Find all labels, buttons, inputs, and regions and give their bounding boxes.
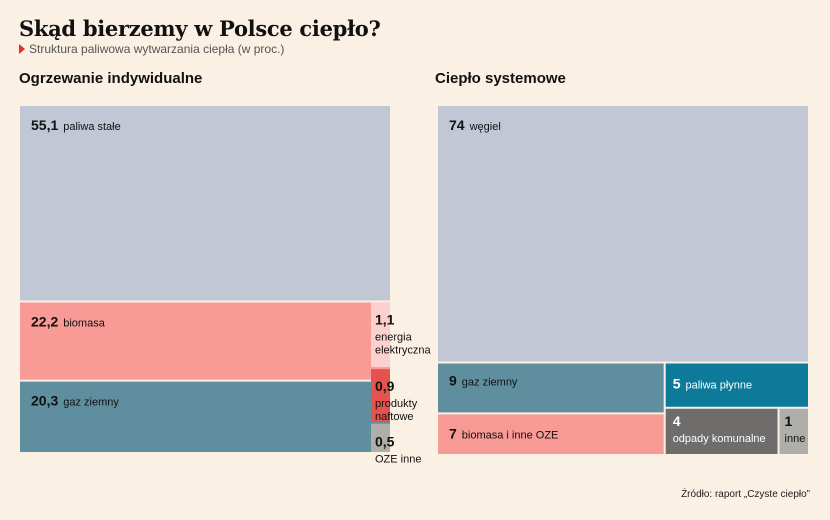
ind-label-biomasa: biomasa [63, 317, 105, 329]
sys-rect-paliwa-plynne [665, 363, 808, 407]
subtitle-text: Struktura paliwowa wytwarzania ciepła (w… [29, 42, 285, 56]
ind-text-gaz-ziemny: 20,3 gaz ziemny [31, 393, 119, 409]
sys-rect-gaz-ziemny [438, 363, 664, 413]
ind-value-produkty-naftowe: 0,9 [375, 378, 395, 394]
ind-value-biomasa: 22,2 [31, 313, 58, 329]
sys-cell-paliwa-plynne: 5 paliwa płynne [665, 363, 808, 407]
sys-text-biomasa-i-inne-oze: 7 biomasa i inne OZE [449, 425, 558, 441]
sys-value-inne: 1 [785, 413, 793, 429]
sys-label-wegiel: węgiel [469, 121, 501, 133]
sys-rect-inne [779, 408, 808, 454]
sys-label-biomasa-i-inne-oze: biomasa i inne OZE [462, 429, 559, 441]
ind-cell-paliwa-stale: 55,1 paliwa stałe [20, 106, 390, 301]
sys-cell-gaz-ziemny: 9 gaz ziemny [438, 363, 664, 413]
ind-cell-gaz-ziemny: 20,3 gaz ziemny [20, 381, 390, 452]
ind-label-energia-elektryczna-1: elektryczna [375, 344, 432, 356]
sys-label-paliwa-plynne: paliwa płynne [685, 380, 752, 392]
ind-label-gaz-ziemny: gaz ziemny [63, 397, 119, 409]
ind-value-oze-inne: 0,5 [375, 434, 395, 450]
ind-cell-oze-inne: 0,5 OZE inne [371, 423, 421, 466]
ind-label-paliwa-stale: paliwa stałe [63, 121, 120, 133]
sys-cell-biomasa-i-inne-oze: 7 biomasa i inne OZE [438, 414, 664, 454]
ind-label-produkty-naftowe-1: naftowe [375, 411, 414, 423]
panel-title-district: Ciepło systemowe [435, 70, 566, 87]
sys-text-gaz-ziemny: 9 gaz ziemny [449, 373, 518, 389]
source-note: Źródło: raport „Czyste ciepło” [681, 489, 810, 500]
sys-label-inne: inne [785, 433, 806, 445]
sys-cell-odpady-komunalne: 4 odpady komunalne [665, 408, 778, 454]
sys-rect-odpady-komunalne [665, 408, 778, 454]
sys-cell-wegiel: 74 węgiel [438, 106, 808, 362]
ind-rect-gaz-ziemny [20, 381, 390, 452]
sys-text-paliwa-plynne: 5 paliwa płynne [673, 376, 752, 392]
ind-rect-oze-inne [371, 423, 390, 452]
sys-value-wegiel: 74 [449, 117, 465, 133]
sys-rect-biomasa-i-inne-oze [438, 414, 664, 454]
sys-rect-wegiel [438, 106, 808, 362]
panel-title-individual: Ogrzewanie indywidualne [19, 70, 203, 87]
ind-rect-produkty-naftowe [371, 369, 390, 422]
ind-label-energia-elektryczna: energia [375, 331, 413, 343]
ind-rect-paliwa-stale [20, 106, 390, 301]
ind-text-biomasa: 22,2 biomasa [31, 313, 106, 329]
sys-value-gaz-ziemny: 9 [449, 373, 457, 389]
sys-text-wegiel: 74 węgiel [449, 117, 501, 133]
ind-value-paliwa-stale: 55,1 [31, 117, 58, 133]
sys-label-odpady-komunalne: odpady komunalne [673, 433, 766, 445]
triangle-marker-icon [19, 44, 25, 54]
sys-label-gaz-ziemny: gaz ziemny [462, 377, 518, 389]
sys-value-paliwa-plynne: 5 [673, 376, 681, 392]
ind-rect-energia-elektryczna [371, 302, 390, 368]
chart-subtitle: Struktura paliwowa wytwarzania ciepła (w… [19, 42, 284, 56]
ind-value-energia-elektryczna: 1,1 [375, 311, 395, 327]
sys-value-biomasa-i-inne-oze: 7 [449, 425, 457, 441]
ind-cell-biomasa: 22,2 biomasa [20, 302, 390, 380]
sys-cell-inne: 1 inne [779, 408, 808, 454]
ind-rect-biomasa [20, 302, 390, 380]
chart-title: Skąd bierzemy w Polsce ciepło? [19, 16, 381, 41]
ind-value-gaz-ziemny: 20,3 [31, 393, 58, 409]
sys-value-odpady-komunalne: 4 [673, 413, 681, 429]
ind-label-oze-inne: OZE inne [375, 454, 421, 466]
ind-text-paliwa-stale: 55,1 paliwa stałe [31, 117, 121, 133]
ind-label-produkty-naftowe: produkty [375, 398, 418, 410]
